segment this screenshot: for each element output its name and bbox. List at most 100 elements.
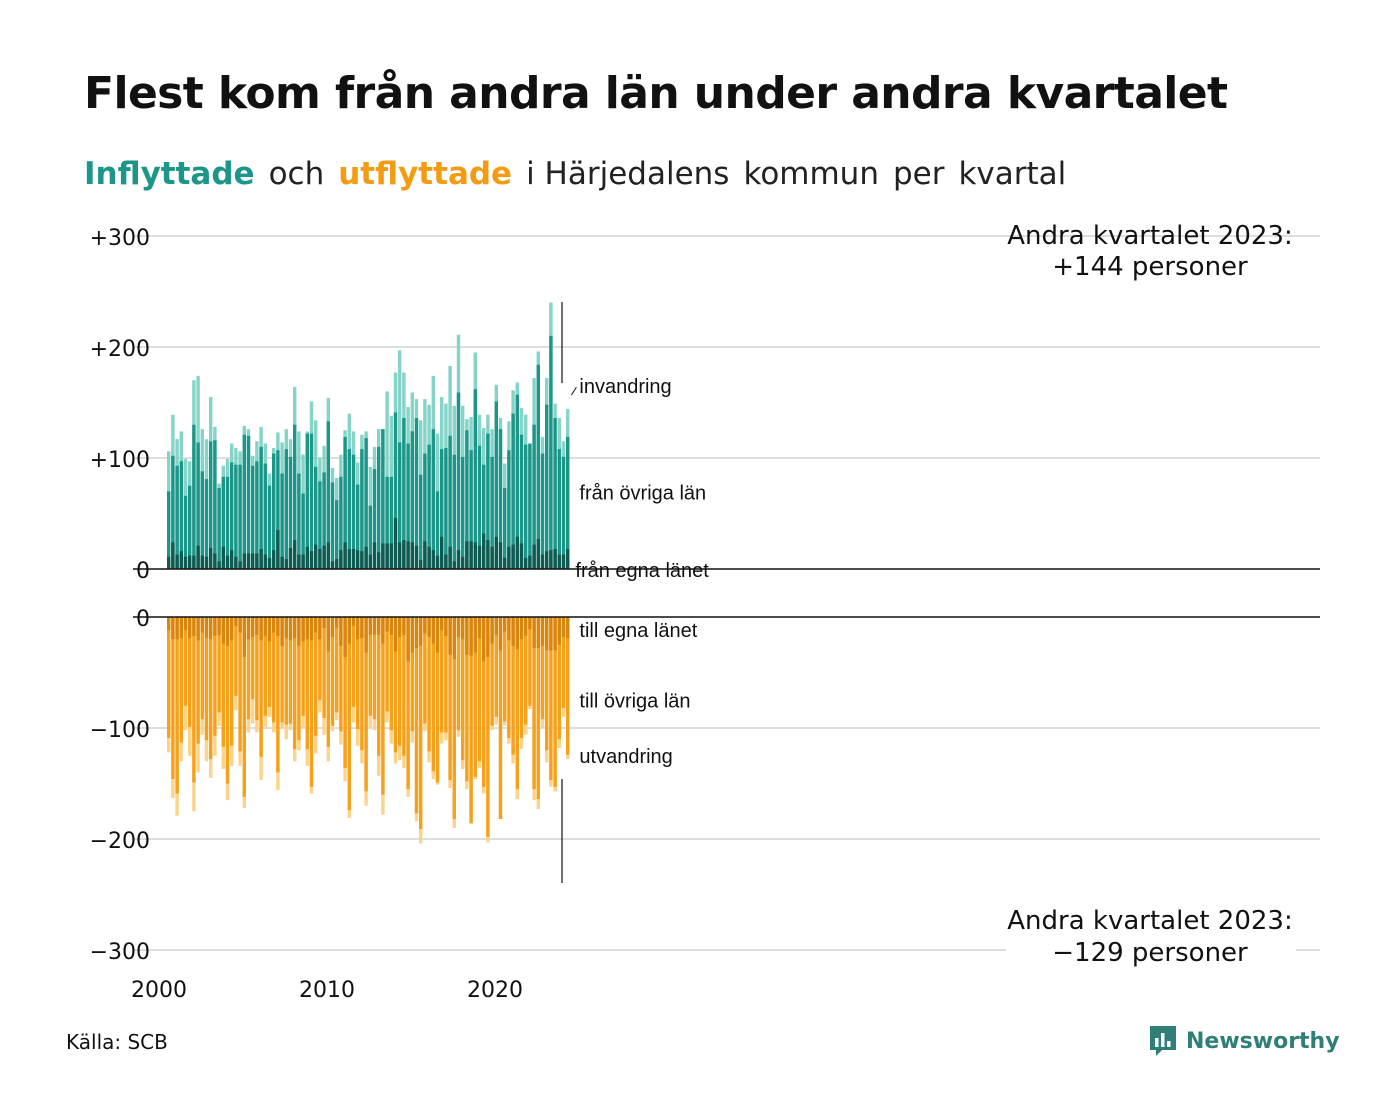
bar-in-own-county xyxy=(398,542,402,569)
bar-in-own-county xyxy=(297,554,301,569)
bar-in-other-counties xyxy=(263,463,267,569)
bar-out-other-counties xyxy=(301,617,305,716)
bar-out-own-county xyxy=(179,617,183,639)
y-tick-label-bottom: −300 xyxy=(90,940,150,965)
bar-out-other-counties xyxy=(553,617,557,787)
bar-in-own-county xyxy=(402,540,406,569)
bar-out-other-counties xyxy=(175,617,179,794)
bar-out-other-counties xyxy=(242,617,246,797)
bar-out-own-county xyxy=(540,617,545,646)
bar-out-other-counties xyxy=(200,617,204,720)
y-tick-label-top: +300 xyxy=(90,226,150,251)
bar-out-own-county xyxy=(511,617,515,646)
bar-in-other-counties xyxy=(318,481,322,569)
annotation-bottom-line-1: Andra kvartalet 2023: xyxy=(1007,906,1292,936)
bar-in-other-counties xyxy=(339,476,343,569)
bar-out-own-county xyxy=(528,617,532,630)
bar-out-other-counties xyxy=(347,617,351,811)
bar-out-own-county xyxy=(356,617,360,640)
bar-out-other-counties xyxy=(540,617,545,720)
bar-in-own-county xyxy=(213,553,217,569)
bar-in-own-county xyxy=(507,546,511,569)
bar-out-own-county xyxy=(305,617,309,640)
bar-out-own-county xyxy=(377,617,381,635)
bar-out-other-counties xyxy=(318,617,322,701)
bar-out-other-counties xyxy=(360,617,364,751)
bar-in-own-county xyxy=(322,545,326,569)
subtitle-kommun: kommun xyxy=(743,156,879,192)
bar-in-own-county xyxy=(528,555,532,569)
bar-out-own-county xyxy=(452,617,456,660)
bar-in-own-county xyxy=(385,543,389,569)
subtitle-per: per xyxy=(892,156,945,192)
bar-in-own-county xyxy=(444,554,448,569)
bar-out-other-counties xyxy=(503,617,507,722)
bar-out-other-counties xyxy=(179,617,183,743)
bar-out-other-counties xyxy=(204,617,209,741)
bar-in-other-counties xyxy=(347,449,351,569)
bar-in-other-counties xyxy=(288,456,293,569)
bar-out-own-county xyxy=(339,617,343,646)
bar-out-own-county xyxy=(288,617,293,641)
bar-in-other-counties xyxy=(461,456,465,569)
bar-out-other-counties xyxy=(238,617,242,752)
bar-out-own-county xyxy=(486,617,490,657)
bar-in-own-county xyxy=(372,542,377,569)
bar-out-other-counties xyxy=(288,617,293,724)
bar-out-own-county xyxy=(242,617,246,657)
bar-in-other-counties xyxy=(276,450,280,569)
bar-in-other-counties xyxy=(255,461,259,569)
y-tick-label-bottom: −100 xyxy=(90,718,150,743)
bar-out-other-counties xyxy=(339,617,343,732)
bar-in-other-counties xyxy=(293,424,297,569)
bar-out-other-counties xyxy=(431,617,435,772)
bar-out-other-counties xyxy=(545,617,549,751)
bar-in-other-counties xyxy=(385,476,389,569)
bar-out-own-county xyxy=(280,617,284,646)
bar-out-own-county xyxy=(389,617,393,635)
bar-in-own-county xyxy=(339,550,343,569)
bar-in-other-counties xyxy=(230,462,234,569)
bar-out-other-counties xyxy=(423,617,427,724)
bar-out-own-county xyxy=(524,617,528,636)
bar-in-other-counties xyxy=(284,449,288,569)
bar-in-other-counties xyxy=(398,442,402,569)
bar-in-own-county xyxy=(511,544,515,569)
bar-in-other-counties xyxy=(427,444,431,569)
bar-in-other-counties xyxy=(301,493,305,569)
bar-in-other-counties xyxy=(200,471,204,569)
bar-in-own-county xyxy=(263,554,267,569)
bar-out-own-county xyxy=(267,617,272,642)
bar-in-other-counties xyxy=(414,418,419,569)
bar-out-other-counties xyxy=(225,617,230,784)
bar-out-other-counties xyxy=(322,617,326,719)
bar-out-own-county xyxy=(351,617,356,626)
bar-out-other-counties xyxy=(410,617,414,732)
bar-in-other-counties xyxy=(545,404,549,569)
bar-in-other-counties xyxy=(196,442,200,569)
bar-out-other-counties xyxy=(561,617,566,709)
bar-in-other-counties xyxy=(490,456,494,569)
bar-in-other-counties xyxy=(507,450,511,569)
bar-in-other-counties xyxy=(368,505,372,569)
annotation-top-line-1: Andra kvartalet 2023: xyxy=(1007,221,1292,251)
bar-in-other-counties xyxy=(536,364,540,569)
bar-in-other-counties xyxy=(477,445,482,569)
bar-in-own-county xyxy=(183,556,188,569)
bar-out-other-counties xyxy=(330,617,335,726)
bar-in-other-counties xyxy=(423,453,427,569)
bar-in-own-county xyxy=(204,556,209,569)
bar-in-own-county xyxy=(272,550,276,569)
series-label-emigration: utvandring xyxy=(579,746,672,768)
bar-out-other-counties xyxy=(183,617,188,706)
bar-out-other-counties xyxy=(368,617,372,716)
bar-in-own-county xyxy=(490,546,494,569)
bar-out-other-counties xyxy=(511,617,515,755)
bar-out-other-counties xyxy=(435,617,440,783)
bar-out-own-county xyxy=(272,617,276,633)
bar-out-own-county xyxy=(192,617,196,636)
bar-out-own-county xyxy=(494,617,498,635)
bar-in-other-counties xyxy=(393,412,398,569)
y-tick-label-top: +100 xyxy=(90,448,150,473)
source-note: Källa: SCB xyxy=(66,1030,168,1054)
